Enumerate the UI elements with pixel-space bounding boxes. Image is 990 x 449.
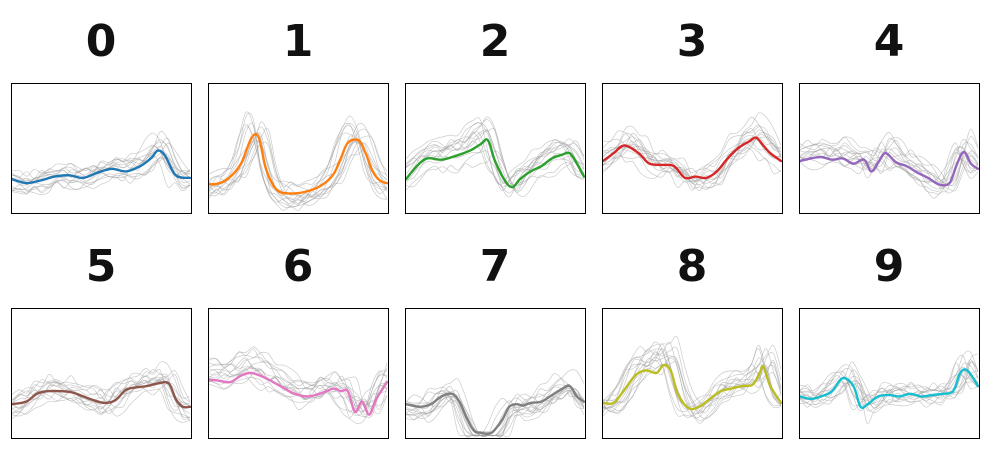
sample-curve: [209, 132, 388, 186]
sample-curve: [209, 355, 388, 407]
mean-curve-6: [209, 371, 388, 416]
axes-frame-9: [799, 308, 980, 439]
sample-curve: [12, 156, 191, 196]
mean-curve-9: [800, 368, 979, 410]
axes-frame-7: [405, 308, 586, 439]
sample-curve: [406, 373, 585, 437]
sample-curve: [800, 137, 979, 184]
sample-curve: [603, 124, 782, 191]
sample-curve: [12, 156, 191, 194]
sample-curve: [800, 362, 979, 401]
digit-panel-6: 6: [208, 241, 389, 439]
digit-glyph-8: 8: [677, 241, 708, 292]
digit-panel-3: 3: [602, 16, 783, 214]
sample-curve: [603, 357, 782, 412]
sample-curve: [406, 378, 585, 437]
mean-curve-7: [406, 384, 585, 436]
sample-curve: [12, 139, 191, 194]
sample-curve: [12, 385, 191, 419]
sample-curve: [12, 376, 191, 415]
sample-curve: [603, 112, 782, 180]
mean-curve-2: [406, 138, 585, 189]
digit-panel-9: 9: [799, 241, 980, 439]
sample-curve: [12, 142, 191, 177]
digit-glyph-7: 7: [480, 241, 511, 292]
digit-glyph-4: 4: [874, 16, 905, 67]
sample-curve: [209, 373, 388, 417]
sample-curve: [12, 361, 191, 407]
axes-frame-3: [602, 83, 783, 214]
digit-panel-7: 7: [405, 241, 586, 439]
sample-curve: [209, 121, 388, 205]
axes-frame-0: [11, 83, 192, 214]
mean-curve-5: [12, 380, 191, 409]
digit-panel-5: 5: [11, 241, 192, 439]
sample-curve: [603, 129, 782, 190]
sample-curve: [800, 366, 979, 404]
mean-curve-1: [209, 132, 388, 195]
digit-panel-8: 8: [602, 241, 783, 439]
sample-curve: [209, 363, 388, 408]
mean-curve-0: [12, 149, 191, 185]
sample-curve: [209, 132, 388, 207]
digit-glyph-9: 9: [874, 241, 905, 292]
mean-curve-4: [800, 150, 979, 187]
sample-curve: [800, 362, 979, 411]
sample-curve: [603, 134, 782, 189]
sample-curve: [800, 359, 979, 424]
sample-curve: [209, 369, 388, 424]
digit-glyph-0: 0: [86, 16, 117, 67]
digit-panel-2: 2: [405, 16, 586, 214]
sample-curve: [12, 157, 191, 192]
sample-curve: [800, 350, 979, 399]
sample-curve: [406, 138, 585, 186]
sample-curve: [406, 119, 585, 192]
sample-curve: [800, 147, 979, 194]
sample-curve: [603, 147, 782, 192]
sample-curve: [800, 355, 979, 401]
digit-panel-1: 1: [208, 16, 389, 214]
sample-curve: [603, 356, 782, 420]
sample-curve: [603, 147, 782, 186]
digit-panel-4: 4: [799, 16, 980, 214]
mean-curve-8: [603, 363, 782, 411]
axes-frame-5: [11, 308, 192, 439]
digit-glyph-6: 6: [283, 241, 314, 292]
sample-curve: [209, 359, 388, 418]
sample-curve: [209, 122, 388, 204]
digit-glyph-3: 3: [677, 16, 708, 67]
sample-curve: [12, 368, 191, 412]
sample-curve: [12, 379, 191, 404]
axes-frame-6: [208, 308, 389, 439]
sample-curve: [209, 351, 388, 410]
sample-curve: [406, 122, 585, 187]
sample-curve: [406, 150, 585, 194]
sample-curve: [12, 131, 191, 186]
sample-curve: [12, 369, 191, 409]
sample-curve: [12, 132, 191, 183]
mean-curve-3: [603, 136, 782, 180]
digit-glyph-5: 5: [86, 241, 117, 292]
digit-glyph-2: 2: [480, 16, 511, 67]
sample-curve: [603, 348, 782, 410]
sample-curve: [800, 152, 979, 192]
digit-glyph-1: 1: [283, 16, 314, 67]
sample-curve: [209, 122, 388, 211]
sample-curve: [406, 116, 585, 187]
sample-curve: [12, 383, 191, 422]
sample-curve: [800, 370, 979, 409]
sample-curve: [406, 392, 585, 436]
digit-panel-0: 0: [11, 16, 192, 214]
sample-curve: [603, 126, 782, 183]
sample-curve: [406, 117, 585, 185]
axes-frame-8: [602, 308, 783, 439]
